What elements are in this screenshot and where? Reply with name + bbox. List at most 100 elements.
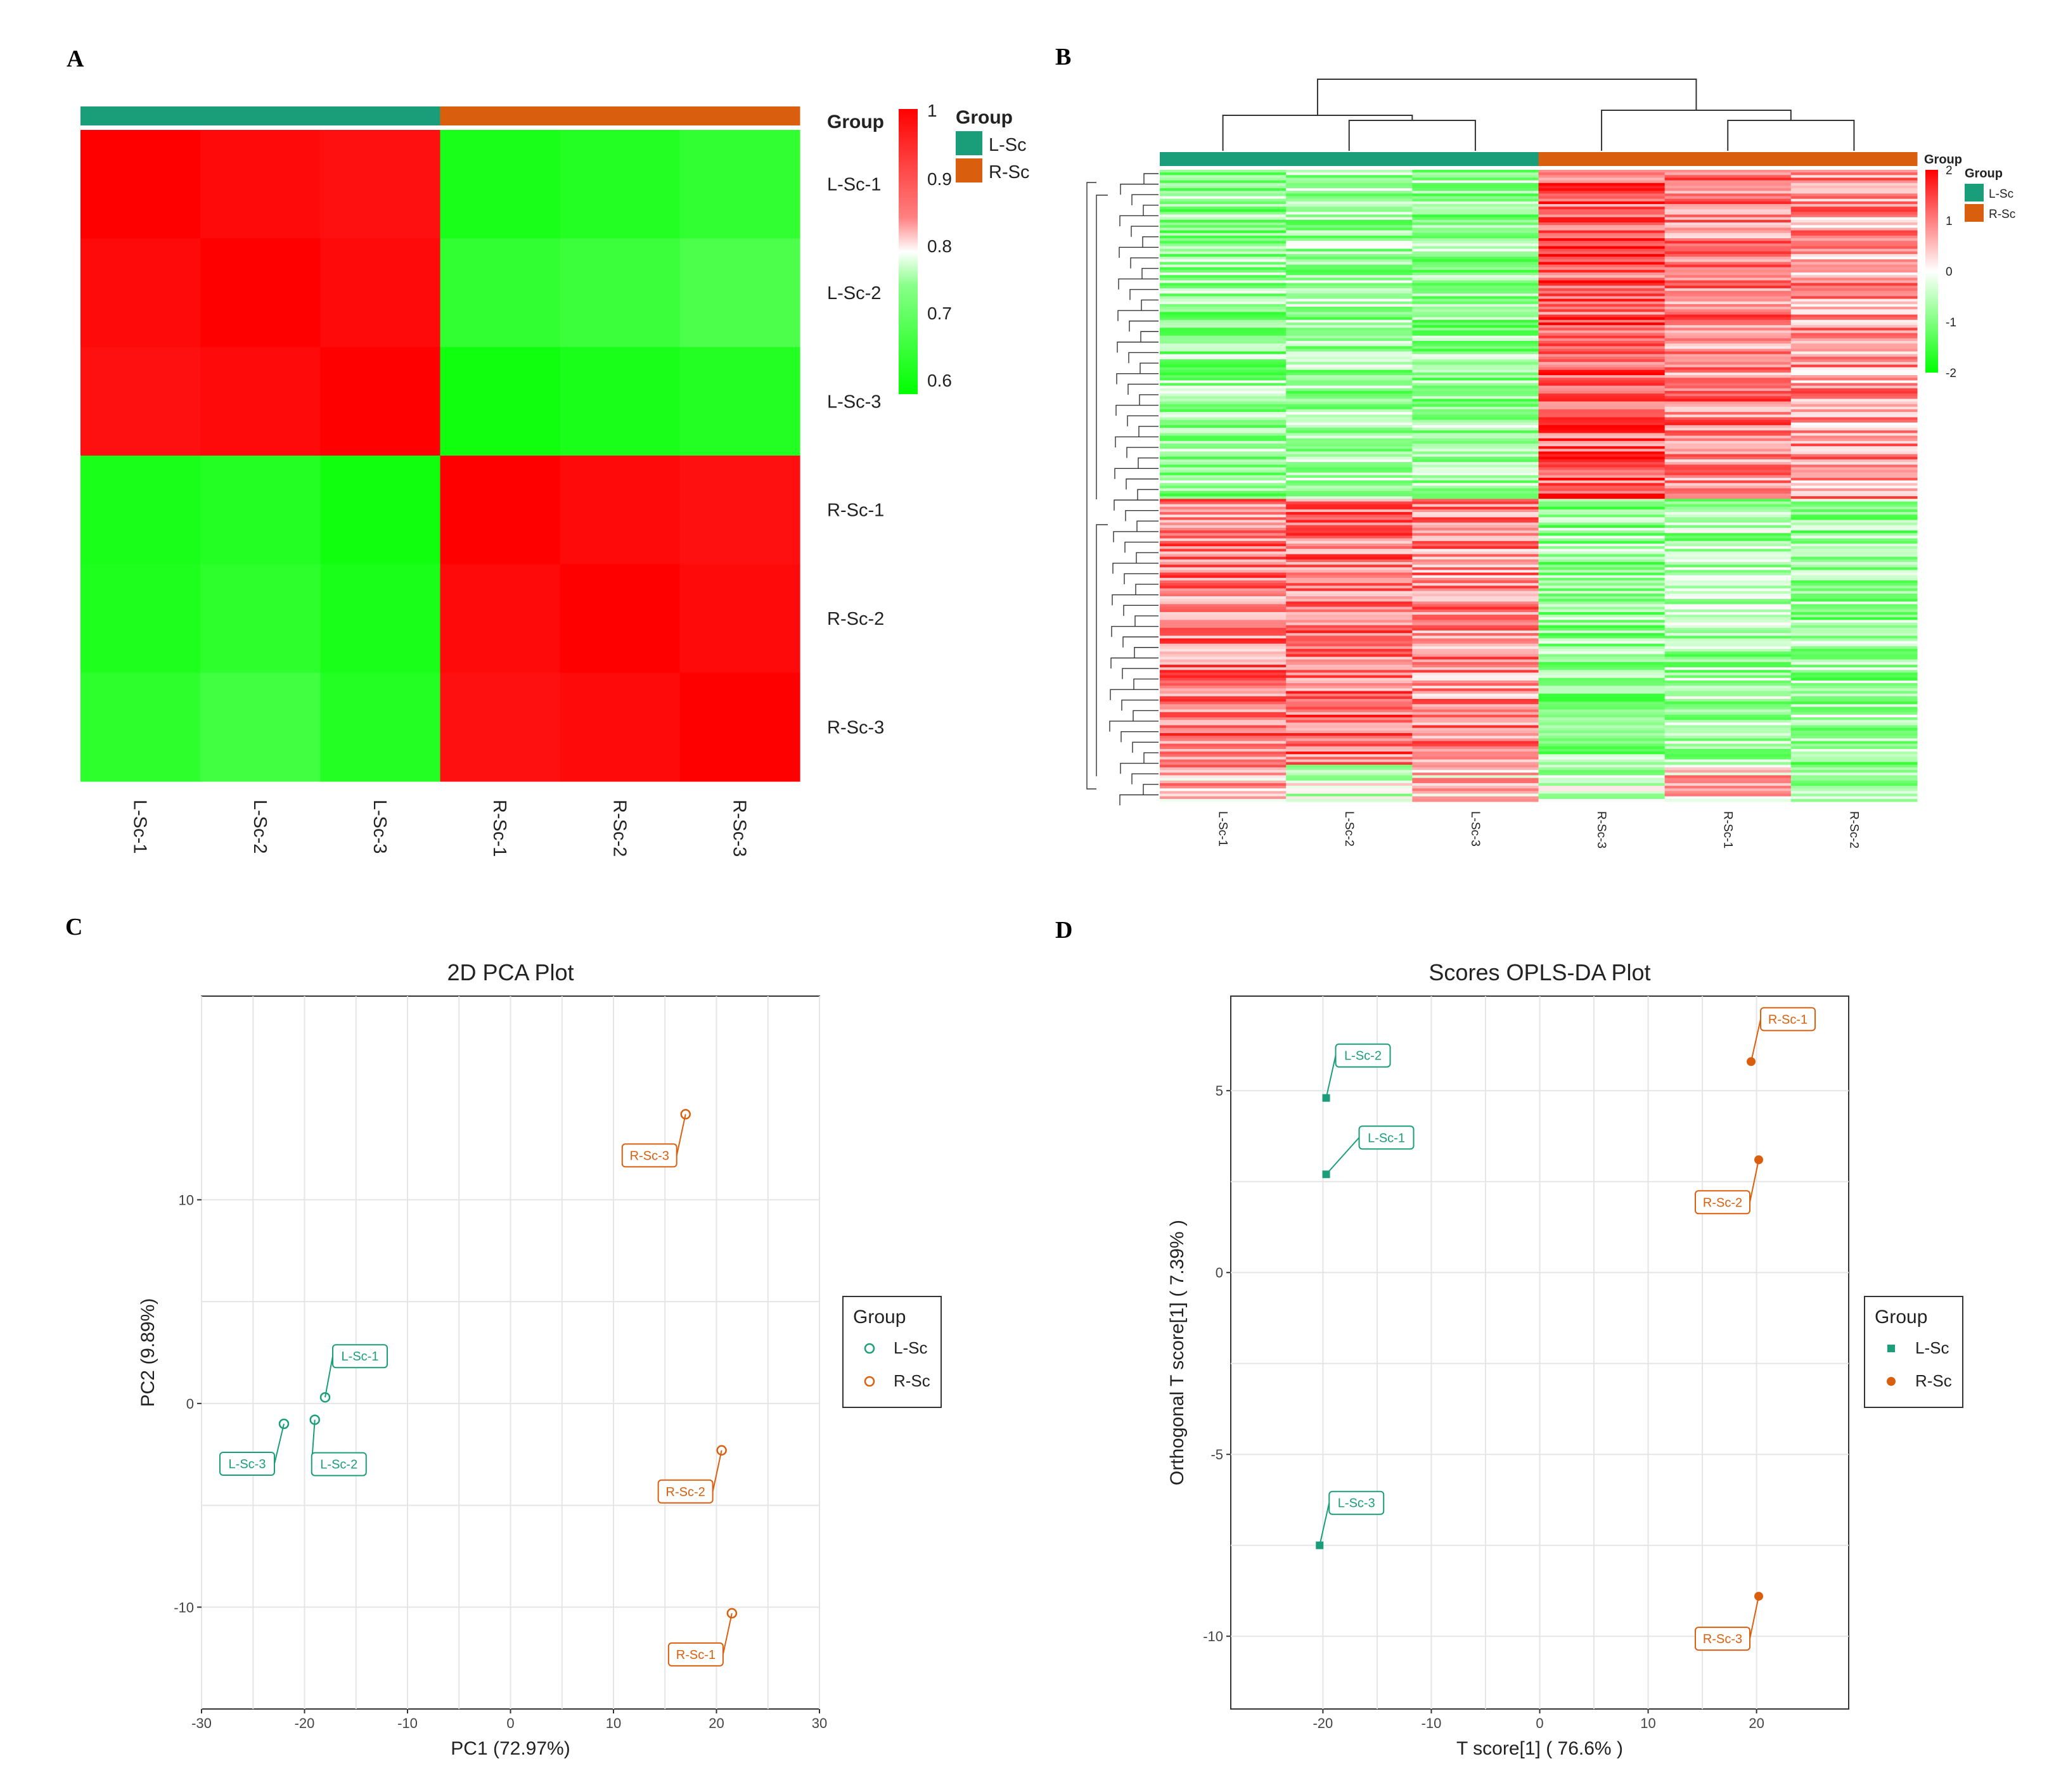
heatmap-cell bbox=[1538, 335, 1666, 339]
heatmap-cell bbox=[1790, 435, 1918, 439]
heatmap-cell bbox=[1412, 696, 1539, 700]
heatmap-cell bbox=[1160, 780, 1287, 784]
heatmap-cell bbox=[1664, 599, 1792, 602]
color-scale-tick: 0.8 bbox=[927, 236, 952, 256]
heatmap-cell bbox=[1664, 317, 1792, 321]
heatmap-cell bbox=[1412, 451, 1539, 455]
heatmap-cell bbox=[1160, 609, 1287, 613]
x-tick-label: -30 bbox=[191, 1715, 212, 1731]
heatmap-cell bbox=[1286, 688, 1413, 692]
heatmap-cell bbox=[1286, 762, 1413, 765]
heatmap-cell bbox=[1412, 627, 1539, 631]
heatmap-cell bbox=[1412, 788, 1539, 791]
heatmap-cell bbox=[1412, 570, 1539, 573]
group-bar-cell-5 bbox=[679, 106, 800, 125]
heatmap-cell bbox=[1538, 643, 1666, 647]
heatmap-cell bbox=[1160, 530, 1287, 534]
heatmap-cell bbox=[1412, 686, 1539, 689]
heatmap-cell bbox=[1160, 586, 1287, 589]
heatmap-cell bbox=[1538, 314, 1666, 318]
heatmap-cell bbox=[1286, 404, 1413, 407]
heatmap-cell bbox=[1790, 298, 1918, 302]
heatmap-cell bbox=[1790, 449, 1918, 452]
dendro-branch bbox=[1138, 457, 1159, 469]
heatmap-cell bbox=[1160, 509, 1287, 513]
heatmap-cell bbox=[1790, 409, 1918, 413]
heatmap-cell bbox=[1538, 472, 1666, 476]
heatmap-cell bbox=[1412, 683, 1539, 686]
heatmap-cell bbox=[1664, 798, 1792, 802]
heatmap-cell bbox=[1412, 586, 1539, 589]
heatmap-cell bbox=[1664, 530, 1792, 534]
data-point bbox=[1322, 1170, 1330, 1179]
heatmap-cell bbox=[1538, 620, 1666, 624]
heatmap-cell-r3-c0 bbox=[80, 456, 201, 565]
heatmap-cell bbox=[1790, 759, 1918, 763]
heatmap-cell bbox=[1160, 622, 1287, 626]
heatmap-cell bbox=[1538, 501, 1666, 505]
heatmap-cell bbox=[1790, 762, 1918, 765]
heatmap-cell bbox=[1664, 478, 1792, 481]
heatmap-cell bbox=[1664, 312, 1792, 315]
x-tick-label: 20 bbox=[1749, 1715, 1764, 1731]
panel-label-b: B bbox=[1055, 44, 1071, 70]
dendro-branch bbox=[1348, 120, 1476, 151]
heatmap-cell bbox=[1286, 525, 1413, 528]
heatmap-cell bbox=[1412, 251, 1539, 255]
heatmap-cell bbox=[1160, 575, 1287, 579]
heatmap-cell bbox=[1790, 670, 1918, 673]
heatmap-cell bbox=[1160, 412, 1287, 415]
heatmap-cell bbox=[1286, 586, 1413, 589]
heatmap-cell bbox=[1160, 253, 1287, 257]
heatmap-cell bbox=[1790, 551, 1918, 555]
heatmap-cell bbox=[1538, 662, 1666, 665]
heatmap-cell bbox=[1664, 346, 1792, 349]
heatmap-cell bbox=[1664, 551, 1792, 555]
heatmap-cell bbox=[1412, 672, 1539, 676]
heatmap-cell bbox=[1286, 446, 1413, 449]
heatmap-cell bbox=[1412, 517, 1539, 521]
heatmap-cell bbox=[1664, 209, 1792, 212]
heatmap-cell bbox=[1664, 748, 1792, 752]
heatmap-cell bbox=[1790, 212, 1918, 215]
heatmap-cell bbox=[1286, 175, 1413, 178]
data-point bbox=[1747, 1057, 1756, 1066]
heatmap-cell bbox=[1412, 182, 1539, 186]
group-bar-cell-3 bbox=[440, 106, 561, 125]
heatmap-cell bbox=[1160, 433, 1287, 437]
heatmap-cell bbox=[1538, 720, 1666, 723]
heatmap-cell bbox=[1412, 601, 1539, 605]
heatmap-cell bbox=[1538, 346, 1666, 349]
heatmap-cell bbox=[1286, 257, 1413, 260]
column-label: R-Sc-1 bbox=[1721, 811, 1734, 848]
heatmap-cell bbox=[1412, 372, 1539, 376]
dendro-branch bbox=[1120, 731, 1159, 743]
heatmap-cell bbox=[1538, 285, 1666, 289]
heatmap-cell bbox=[1790, 772, 1918, 776]
heatmap-cell bbox=[1160, 462, 1287, 465]
heatmap-cell bbox=[1664, 577, 1792, 581]
dendro-branch bbox=[1134, 615, 1159, 627]
heatmap-cell bbox=[1412, 204, 1539, 207]
color-scale-tick: -2 bbox=[1946, 367, 1956, 380]
heatmap-cell bbox=[1664, 620, 1792, 624]
heatmap-cell bbox=[1538, 390, 1666, 394]
heatmap-cell bbox=[1286, 359, 1413, 362]
heatmap-cell bbox=[1412, 351, 1539, 355]
heatmap-cell bbox=[1160, 746, 1287, 750]
heatmap-cell bbox=[1286, 243, 1413, 246]
heatmap-cell bbox=[1664, 680, 1792, 684]
x-tick-label: -20 bbox=[1313, 1715, 1333, 1731]
heatmap-cell bbox=[1538, 401, 1666, 405]
heatmap-cell bbox=[1412, 272, 1539, 276]
heatmap-cell bbox=[1790, 170, 1918, 173]
heatmap-cell bbox=[1664, 591, 1792, 594]
heatmap-cell bbox=[1160, 604, 1287, 608]
heatmap-cell bbox=[1412, 709, 1539, 713]
heatmap-cell bbox=[1286, 609, 1413, 613]
heatmap-cell bbox=[1286, 746, 1413, 750]
heatmap-cell bbox=[1286, 767, 1413, 771]
y-tick-label: -10 bbox=[174, 1599, 194, 1615]
heatmap-cell bbox=[1286, 333, 1413, 336]
heatmap-cell bbox=[1286, 651, 1413, 655]
